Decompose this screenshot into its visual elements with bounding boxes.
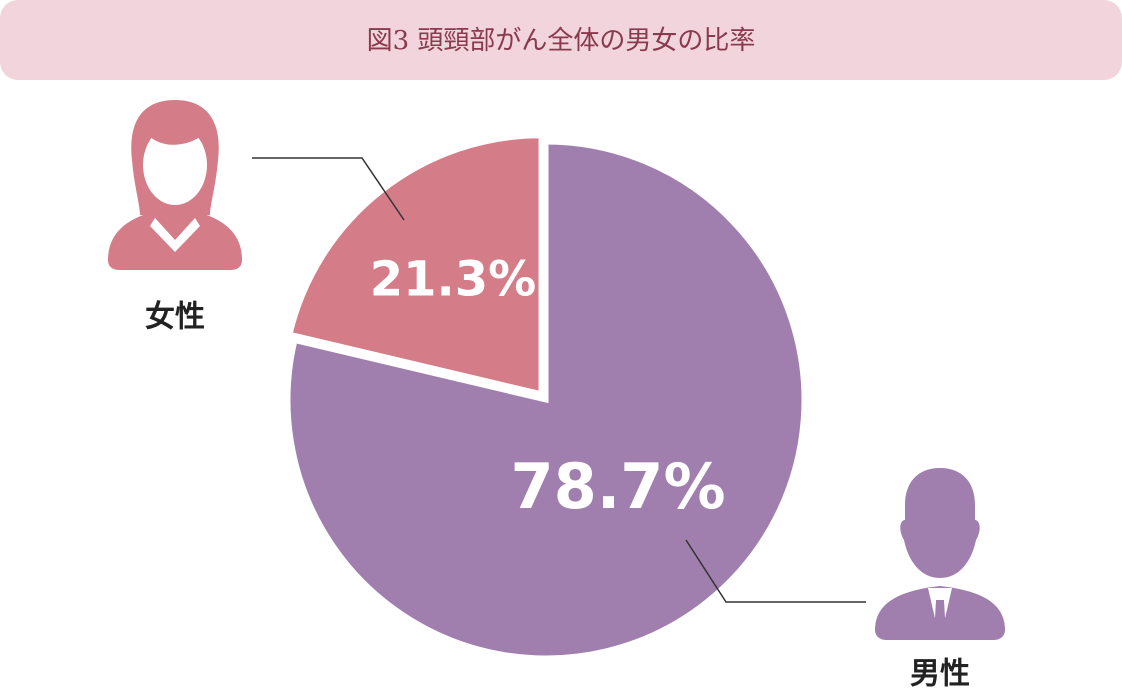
category-label: 男性 <box>910 657 970 692</box>
leader-line <box>685 539 866 603</box>
title-band <box>0 0 1122 80</box>
value-label: 78.7% <box>510 450 725 523</box>
leader-line <box>252 157 405 221</box>
pie <box>285 133 807 661</box>
chart-title: 図3 頭頸部がん全体の男女の比率 <box>367 26 756 56</box>
pie-slice <box>285 139 807 661</box>
value-label: 21.3% <box>370 251 537 307</box>
male-icon <box>875 468 1005 640</box>
category-label: 女性 <box>145 300 205 335</box>
female-icon <box>108 100 242 270</box>
pie-slice <box>286 133 544 397</box>
